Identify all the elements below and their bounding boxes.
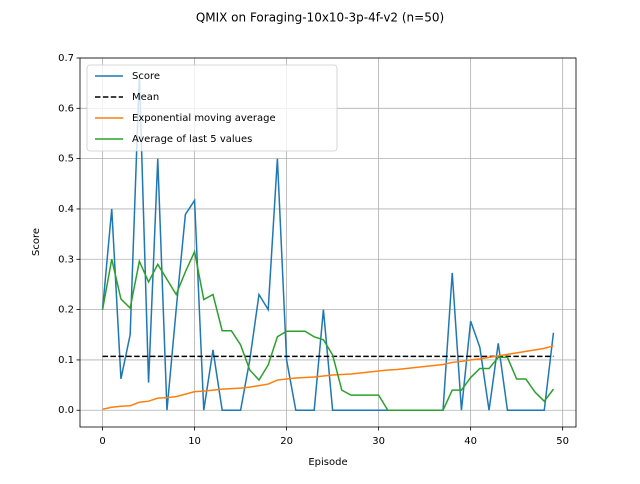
legend-label: Score [132,71,160,82]
series-line [101,74,555,411]
y-tick-label: 0.3 [58,254,74,265]
legend-label: Mean [132,92,159,103]
y-tick-label: 0.1 [58,355,74,366]
x-tick-label: 20 [280,436,293,447]
legend-box [86,64,338,152]
x-axis-label: Episode [308,457,347,468]
y-axis-label: Score [31,228,42,256]
x-tick-label: 10 [188,436,201,447]
chart-title: QMIX on Foraging-10x10-3p-4f-v2 (n=50) [196,11,444,25]
series-line [101,249,555,411]
y-tick-label: 0.5 [58,154,74,165]
y-tick-label: 0.7 [58,53,74,64]
y-tick-label: 0.0 [58,405,74,416]
y-tick-label: 0.6 [58,103,74,114]
x-tick-label: 50 [556,436,569,447]
x-tick-label: 30 [372,436,385,447]
axes-frame [79,57,577,428]
x-tick-label: 0 [99,436,105,447]
legend-label: Average of last 5 values [132,134,252,145]
x-tick-label: 40 [464,436,477,447]
legend-label: Exponential moving average [132,113,276,124]
plot-area [101,74,555,411]
series-line [102,345,554,410]
y-tick-label: 0.4 [58,204,74,215]
y-tick-label: 0.2 [58,305,74,316]
